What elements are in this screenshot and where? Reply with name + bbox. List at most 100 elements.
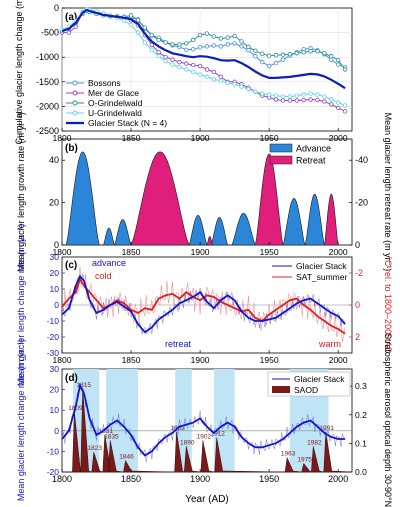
data-point	[322, 99, 327, 104]
data-point	[329, 54, 334, 59]
y-tick-label-left: 0	[54, 426, 59, 436]
data-point	[197, 32, 203, 38]
panel-c-label: (c)	[65, 260, 77, 271]
data-point	[211, 69, 217, 75]
data-point	[232, 82, 237, 87]
panel-a-series	[59, 7, 348, 114]
eruption-label: 1846	[119, 454, 134, 461]
y-tick-label-left: 20	[49, 198, 59, 208]
data-point	[225, 35, 230, 40]
eruption-label: 1890	[180, 439, 195, 446]
data-point	[218, 74, 224, 80]
panel-b-label: (b)	[65, 143, 78, 154]
data-point	[156, 37, 161, 43]
data-point	[294, 93, 299, 98]
data-point	[246, 44, 251, 50]
panel-b: (b) 0 20 40 -40 -20 0 Mean glacier length gro…	[16, 112, 393, 272]
data-point	[308, 97, 313, 102]
area-retreat	[324, 193, 339, 246]
x-tick-label: 1950	[260, 355, 279, 365]
data-point	[294, 51, 299, 56]
y-tick-label-left: 30	[50, 252, 60, 262]
panel-a-x-ticks	[61, 128, 339, 131]
data-point	[315, 97, 320, 103]
data-point	[225, 80, 230, 85]
data-point	[190, 47, 196, 52]
y-tick-label-left: 0	[54, 240, 59, 250]
x-tick-label: 1950	[259, 474, 279, 484]
y-tick-label-left: 10	[50, 284, 60, 294]
data-point	[218, 44, 224, 49]
data-point	[322, 51, 327, 56]
data-point	[149, 42, 154, 48]
data-point	[211, 34, 217, 39]
legend-marker	[72, 100, 78, 106]
data-point	[170, 57, 175, 62]
data-point	[315, 49, 320, 54]
x-tick-label: 1800	[53, 247, 72, 257]
data-point	[177, 64, 182, 70]
data-point	[135, 18, 141, 23]
x-axis-label: Year (AD)	[185, 494, 229, 505]
data-point	[342, 67, 348, 72]
area-advance	[304, 193, 325, 246]
data-point	[273, 60, 279, 66]
data-point	[287, 94, 293, 99]
annotation-advance: advance	[92, 258, 126, 268]
data-point	[163, 55, 168, 60]
data-point	[315, 92, 320, 97]
y-tick-label-right: -40	[355, 155, 368, 165]
shaded-period	[213, 369, 235, 472]
x-tick-labels: 1800 1850 1900 1950 2000	[53, 247, 348, 257]
legend-marker	[72, 80, 78, 86]
data-point	[197, 45, 203, 50]
data-point	[273, 53, 279, 58]
data-point	[246, 86, 251, 92]
y-tick-label-left: 40	[49, 155, 59, 165]
data-point	[301, 50, 306, 55]
legend-label: Advance	[296, 144, 331, 154]
data-point	[329, 97, 334, 102]
data-point	[211, 43, 217, 48]
data-point	[322, 94, 327, 99]
panel-a-y-label: Cumulative glacier length change (m)	[14, 0, 24, 145]
data-point	[163, 58, 168, 64]
panel-c-y-label-right: °C rel. to 1800–2000 AD	[383, 256, 393, 354]
panel-d-y-label-left: Mean glacier length change rate (m yr⁻¹)	[16, 339, 26, 501]
stack-smooth-line	[61, 382, 346, 457]
legend-label: Glacier Stack (N = 4)	[88, 118, 167, 128]
legend-swatch	[269, 155, 293, 165]
eruption-label: 1982	[307, 439, 322, 446]
y-tick-label-left: -10	[47, 316, 60, 326]
x-tick-labels: 1800 1850 1900 1950 2000	[53, 133, 348, 143]
x-tick-label: 2000	[328, 474, 348, 484]
data-point	[280, 98, 286, 103]
data-point	[204, 31, 210, 36]
x-tick-label: 1950	[260, 247, 279, 257]
panel-b-legend: Advance Retreat	[269, 144, 331, 166]
panel-c-y-label-left: Mean glacier length change rate (m yr⁻¹)	[16, 224, 26, 386]
annotation-warm: warm	[318, 339, 341, 349]
data-point	[135, 30, 141, 35]
y-tick-label-left: -20	[47, 332, 60, 342]
data-point	[253, 89, 258, 94]
data-point	[335, 100, 341, 105]
eruption-label: 1902	[197, 434, 212, 441]
legend-label: Glacier Stack	[296, 261, 347, 271]
data-point	[239, 39, 244, 44]
area-advance	[282, 198, 306, 246]
data-point	[190, 37, 196, 43]
data-point	[342, 103, 348, 108]
eruption-label: 1991	[320, 425, 335, 432]
x-tick-label: 1800	[52, 474, 72, 484]
data-point	[73, 24, 79, 29]
x-tick-label: 1900	[190, 474, 210, 484]
legend-label: SAOD	[294, 385, 318, 395]
data-point	[273, 93, 279, 98]
y-tick-label-right: 2	[355, 332, 360, 342]
y-tick-label: 0	[54, 3, 59, 13]
panel-a: (a) 0 -500 -1000 -1500 -2000 -2500 Cumulative…	[14, 0, 353, 145]
data-point	[266, 53, 272, 58]
y-tick-label-right: 0.3	[355, 381, 367, 391]
